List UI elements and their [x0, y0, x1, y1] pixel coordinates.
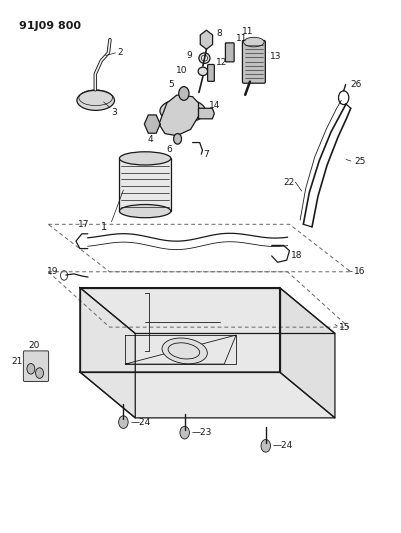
Circle shape [180, 101, 185, 108]
Text: 15: 15 [339, 322, 350, 332]
Text: 16: 16 [354, 267, 365, 276]
Text: —24: —24 [273, 441, 293, 450]
Text: 5: 5 [168, 79, 174, 88]
Circle shape [179, 87, 189, 100]
Ellipse shape [77, 90, 115, 110]
Text: 7: 7 [204, 150, 209, 159]
FancyBboxPatch shape [208, 64, 215, 82]
Text: 8: 8 [216, 29, 222, 38]
Text: 9: 9 [187, 51, 192, 60]
Text: 19: 19 [47, 267, 59, 276]
Polygon shape [80, 288, 335, 334]
Polygon shape [80, 288, 279, 372]
Text: 1: 1 [101, 222, 107, 232]
Text: 20: 20 [29, 341, 40, 350]
Text: 17: 17 [78, 220, 89, 229]
Text: 18: 18 [292, 252, 303, 261]
Circle shape [27, 364, 35, 374]
FancyBboxPatch shape [23, 351, 49, 382]
Text: 25: 25 [354, 157, 365, 166]
Text: —23: —23 [192, 428, 212, 437]
Text: 4: 4 [148, 135, 153, 144]
Ellipse shape [199, 53, 210, 63]
Text: 13: 13 [270, 52, 282, 61]
Text: 11: 11 [236, 34, 247, 43]
Polygon shape [279, 288, 335, 418]
Circle shape [164, 108, 169, 114]
Text: 11: 11 [242, 27, 254, 36]
Ellipse shape [201, 55, 208, 61]
Circle shape [196, 108, 201, 114]
Text: 22: 22 [284, 177, 295, 187]
Text: 14: 14 [209, 101, 221, 110]
Text: 91J09 800: 91J09 800 [18, 21, 81, 31]
Polygon shape [80, 288, 135, 418]
Ellipse shape [198, 67, 208, 76]
Text: 2: 2 [117, 49, 123, 58]
Circle shape [36, 368, 44, 378]
Bar [119, 158, 171, 211]
Ellipse shape [119, 205, 171, 217]
Text: 26: 26 [351, 80, 362, 89]
Ellipse shape [119, 152, 171, 165]
Polygon shape [159, 95, 198, 136]
Circle shape [119, 416, 128, 429]
Text: 3: 3 [111, 108, 117, 117]
Ellipse shape [243, 37, 264, 47]
Circle shape [180, 426, 189, 439]
Circle shape [261, 440, 271, 452]
Ellipse shape [160, 99, 205, 123]
Polygon shape [198, 108, 215, 119]
FancyBboxPatch shape [243, 41, 265, 83]
FancyBboxPatch shape [225, 43, 234, 62]
Text: —24: —24 [130, 417, 151, 426]
Circle shape [180, 114, 185, 120]
Text: 12: 12 [216, 59, 227, 67]
Text: 21: 21 [11, 357, 22, 366]
Text: 6: 6 [166, 145, 172, 154]
Ellipse shape [162, 338, 207, 364]
Text: 10: 10 [176, 66, 187, 75]
Polygon shape [80, 372, 335, 418]
Circle shape [174, 134, 182, 144]
